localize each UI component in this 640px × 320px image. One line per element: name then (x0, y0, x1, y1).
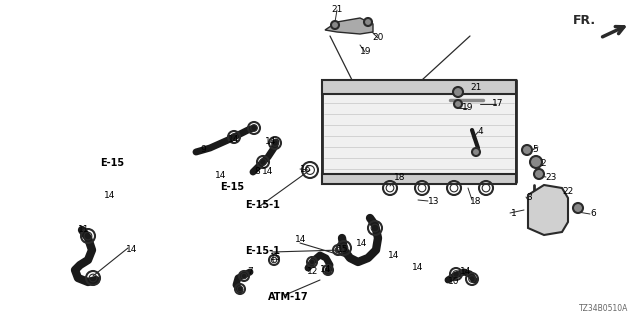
Text: 21: 21 (331, 4, 342, 13)
Text: 14: 14 (215, 172, 227, 180)
Text: 14: 14 (104, 190, 115, 199)
Text: 20: 20 (372, 34, 383, 43)
Text: 2: 2 (540, 159, 546, 169)
Polygon shape (528, 185, 568, 235)
Text: 4: 4 (478, 127, 484, 137)
Text: 8: 8 (254, 167, 260, 177)
Text: 5: 5 (532, 145, 538, 154)
Text: 23: 23 (545, 172, 556, 181)
Text: 14: 14 (356, 238, 367, 247)
Text: 22: 22 (562, 188, 573, 196)
Circle shape (364, 18, 372, 26)
Circle shape (331, 21, 339, 29)
Text: E-15-1: E-15-1 (245, 246, 280, 256)
Circle shape (454, 100, 462, 108)
Circle shape (522, 145, 532, 155)
Text: 15: 15 (270, 253, 282, 262)
Bar (322, 92, 516, 180)
Text: 13: 13 (428, 196, 440, 205)
Text: 21: 21 (470, 84, 481, 92)
Text: 14: 14 (265, 138, 276, 147)
Bar (322, 80, 516, 94)
Text: 1: 1 (511, 209, 516, 218)
Circle shape (534, 169, 544, 179)
Text: 15: 15 (337, 244, 349, 253)
Text: 19: 19 (462, 103, 474, 113)
Text: 9: 9 (200, 146, 205, 155)
Text: 14: 14 (228, 134, 239, 143)
Text: E-15: E-15 (100, 158, 124, 168)
Text: 14: 14 (320, 265, 332, 274)
Text: 18: 18 (470, 196, 481, 205)
Text: 10: 10 (448, 276, 460, 285)
Text: 14: 14 (412, 262, 424, 271)
Text: 14: 14 (460, 267, 472, 276)
Circle shape (573, 203, 583, 213)
Polygon shape (325, 18, 373, 34)
Text: ATM-17: ATM-17 (268, 292, 308, 302)
Text: 18: 18 (394, 173, 406, 182)
Text: 17: 17 (492, 100, 504, 108)
Text: 14: 14 (295, 235, 307, 244)
Circle shape (530, 156, 542, 168)
Text: TZ34B0510A: TZ34B0510A (579, 304, 628, 313)
Text: E-15: E-15 (220, 182, 244, 192)
Text: 14: 14 (126, 244, 138, 253)
Text: 6: 6 (590, 209, 596, 218)
Text: 12: 12 (307, 267, 318, 276)
Text: 19: 19 (360, 47, 371, 57)
Bar (322, 174, 516, 184)
Text: 7: 7 (247, 268, 253, 276)
Circle shape (453, 87, 463, 97)
Text: 11: 11 (78, 225, 90, 234)
Text: 14: 14 (262, 166, 273, 175)
Text: 16: 16 (300, 164, 312, 173)
Circle shape (472, 148, 480, 156)
Text: FR.: FR. (573, 13, 596, 27)
Text: 14: 14 (388, 251, 399, 260)
Text: 3: 3 (526, 193, 532, 202)
Text: E-15-1: E-15-1 (245, 200, 280, 210)
